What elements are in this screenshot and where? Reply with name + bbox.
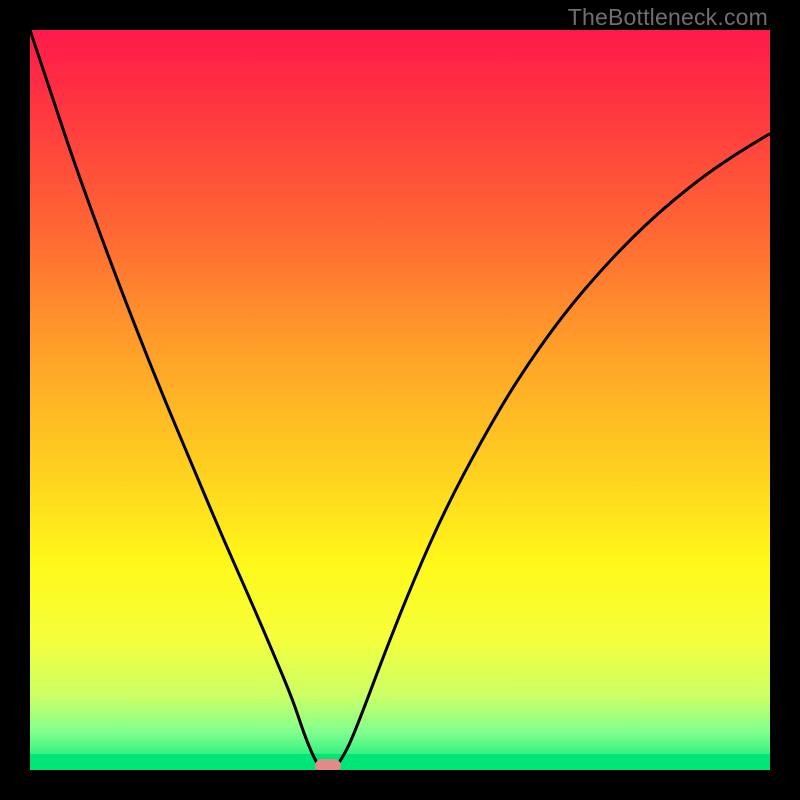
curve-path: [30, 30, 770, 766]
frame-border-right: [770, 0, 800, 800]
frame-border-bottom: [0, 770, 800, 800]
frame-border-left: [0, 0, 30, 800]
minimum-marker: [315, 759, 341, 770]
chart-frame: TheBottleneck.com: [0, 0, 800, 800]
plot-area: [30, 30, 770, 770]
bottleneck-curve: [30, 30, 770, 770]
watermark-text: TheBottleneck.com: [568, 4, 768, 31]
